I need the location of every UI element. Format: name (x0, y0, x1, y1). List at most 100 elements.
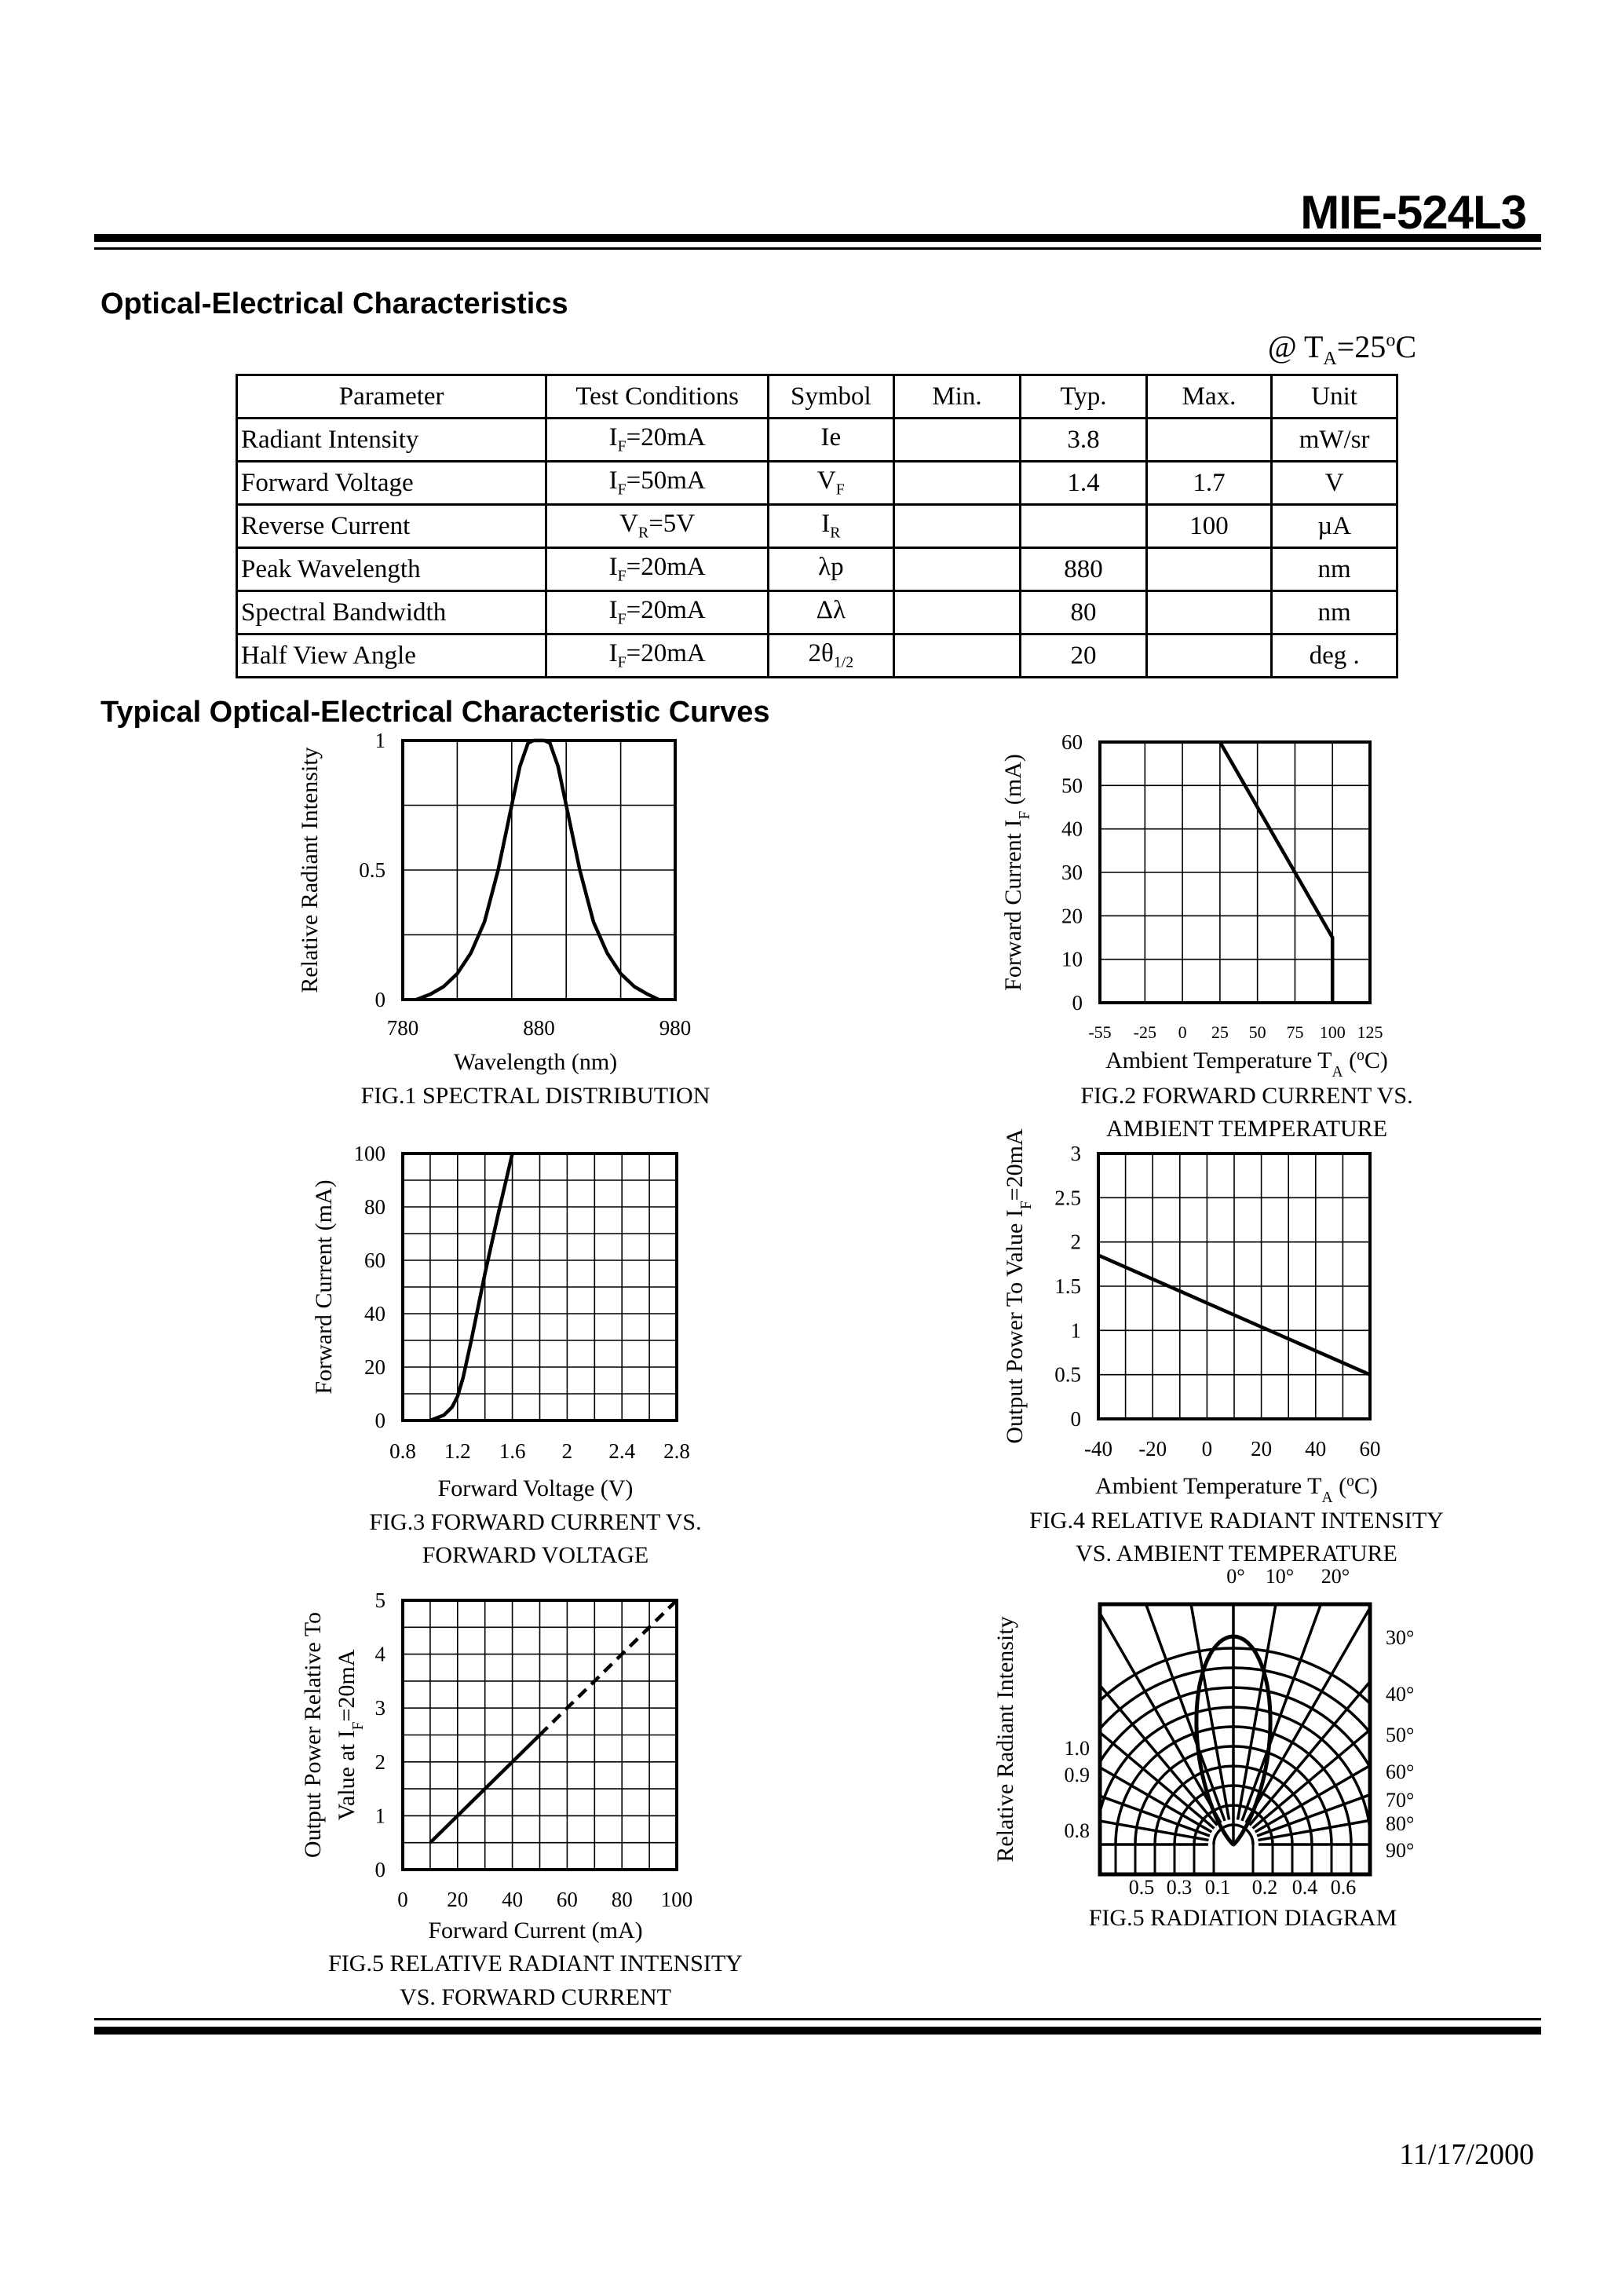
cond-text: I (608, 423, 618, 452)
cell-unit: mW/sr (1270, 417, 1398, 462)
cell-param: Half View Angle (235, 633, 548, 678)
fig2-xtick-label: 25 (1211, 1022, 1229, 1042)
label-segment: =20mA (1002, 1128, 1028, 1201)
table-row: Radiant Intensity IF=20mA Ie 3.8 mW/sr (235, 417, 1398, 462)
radiation-radial-line (1254, 1764, 1370, 1834)
cell-unit: V (1270, 460, 1398, 506)
fig4-caption: FIG.4 RELATIVE RADIANT INTENSITY (1029, 1508, 1444, 1534)
fig4-ytick-label: 2.5 (1054, 1186, 1081, 1209)
column-header: Parameter (235, 374, 548, 419)
fig3-ytick-label: 40 (364, 1302, 385, 1325)
radiation-angle-label: 90° (1386, 1839, 1414, 1862)
label-segment: Wavelength (nm) (454, 1049, 617, 1075)
sym-text: I (821, 510, 831, 539)
fig4-xtick-label: 20 (1251, 1437, 1272, 1461)
radiation-angle-label: 80° (1386, 1812, 1414, 1835)
radiation-radial-line (1144, 1604, 1226, 1822)
cond-text: =20mA (626, 596, 706, 625)
fig3-xlabel: Forward Voltage (V) (438, 1475, 634, 1501)
fig4-ytick-label: 3 (1071, 1142, 1082, 1165)
radiation-angle-label: 70° (1386, 1789, 1414, 1812)
fig1-series-spectrum (415, 738, 660, 1002)
cell-cond: IF=20mA (545, 417, 769, 462)
fig4-plot-frame (1097, 1152, 1372, 1420)
fig5a-ylabel: Output Power Relative To (300, 1612, 326, 1858)
sym-text: λp (818, 553, 844, 582)
label-segment: o (1346, 1473, 1354, 1490)
radiation-intensity-label: 0.4 (1292, 1876, 1318, 1899)
radiation-radial-line (1244, 1605, 1370, 1824)
fig3-ylabel: Forward Current (mA) (311, 1179, 337, 1394)
fig2-xtick-label: 0 (1178, 1022, 1187, 1042)
cell-unit: nm (1270, 547, 1398, 592)
footer-thin-rule (94, 2018, 1541, 2020)
fig4-caption: VS. AMBIENT TEMPERATURE (1076, 1541, 1397, 1567)
fig2-xtick-label: 125 (1357, 1022, 1383, 1042)
fig2-ytick-label: 10 (1061, 948, 1083, 971)
radiation-radial-line (1100, 1765, 1213, 1834)
fig2-xlabel: Ambient Temperature TA (oC) (1105, 1047, 1388, 1080)
fig5a-caption: VS. FORWARD CURRENT (400, 1984, 671, 2010)
radiation-angle-label: 60° (1386, 1760, 1414, 1783)
radiation-radial-line (1100, 1731, 1215, 1830)
fig4-xlabel: Ambient Temperature TA (oC) (1095, 1473, 1378, 1506)
fig4-ytick-label: 2 (1071, 1230, 1082, 1254)
column-header: Symbol (766, 374, 895, 419)
fig3-caption: FIG.3 FORWARD CURRENT VS. (369, 1509, 701, 1535)
column-header: Unit (1270, 374, 1398, 419)
cond-subscript: F (617, 481, 627, 499)
fig5a-ytick-label: 5 (375, 1589, 386, 1612)
label-segment: Forward Current (mA) (428, 1918, 642, 1943)
cell-cond: IF=20mA (545, 590, 769, 635)
fig2-xtick-label: -55 (1088, 1022, 1111, 1042)
sym-subscript: 1/2 (833, 653, 854, 671)
fig3-series-IV (429, 1153, 514, 1423)
label-segment: Output Power Relative To (300, 1612, 326, 1858)
label-segment: F (1018, 1201, 1035, 1209)
radiation-radial-line (1248, 1679, 1370, 1826)
fig1-xtick-label: 780 (387, 1016, 419, 1040)
cond-subscript: F (617, 653, 627, 671)
label-segment: o (1357, 1047, 1364, 1064)
section-title-characteristics: Optical-Electrical Characteristics (100, 287, 568, 320)
cell-param: Forward Voltage (235, 460, 548, 506)
cond-subscript: R (637, 524, 649, 542)
fig5a-xtick-label: 20 (447, 1888, 468, 1911)
fig2-xtick-label: 75 (1286, 1022, 1303, 1042)
document-title: MIE-524L3 (1300, 186, 1527, 239)
column-header: Typ. (1019, 374, 1148, 419)
cell-unit: nm (1270, 590, 1398, 635)
fig2-ytick-label: 20 (1061, 904, 1083, 927)
fig4-ylabel: Output Power To Value IF=20mA (1002, 1128, 1035, 1444)
fig4-ytick-label: 1.5 (1054, 1274, 1081, 1298)
fig2-xtick-label: 100 (1320, 1022, 1346, 1042)
cell-min (892, 547, 1022, 592)
cond-text: I (608, 639, 618, 668)
radiation-radial-line (1256, 1793, 1370, 1837)
test-condition: @ TA=25oC (1268, 328, 1416, 370)
fig2-ytick-label: 50 (1061, 773, 1083, 797)
label-segment: Relative Radiant Intensity (297, 747, 323, 993)
label-segment: Forward Current I (1000, 820, 1026, 991)
cell-typ: 880 (1019, 547, 1148, 592)
fig3-xtick-label: 0.8 (389, 1439, 416, 1463)
radiation-angle-label: 40° (1386, 1683, 1414, 1706)
fig2-series-derating (1218, 740, 1335, 1003)
condition-text: @ T (1267, 329, 1324, 364)
label-segment: C) (1364, 1047, 1388, 1073)
label-segment: F (350, 1721, 367, 1730)
table-row: Half View Angle IF=20mA 2θ1/2 20 deg . (235, 633, 1398, 678)
label-segment: Value at I (334, 1730, 360, 1820)
fig5a-ytick-label: 2 (375, 1750, 386, 1774)
cell-cond: VR=5V (545, 503, 769, 549)
cell-sym: VF (766, 460, 895, 506)
cell-min (892, 590, 1022, 635)
fig3-ytick-label: 60 (364, 1249, 385, 1272)
fig3-caption: FORWARD VOLTAGE (422, 1542, 648, 1568)
fig1-xtick-label: 980 (659, 1016, 692, 1040)
cell-max (1145, 547, 1273, 592)
cell-max (1145, 590, 1273, 635)
fig1-caption: FIG.1 SPECTRAL DISTRIBUTION (361, 1083, 711, 1109)
fig4-xtick-label: 40 (1305, 1437, 1326, 1461)
